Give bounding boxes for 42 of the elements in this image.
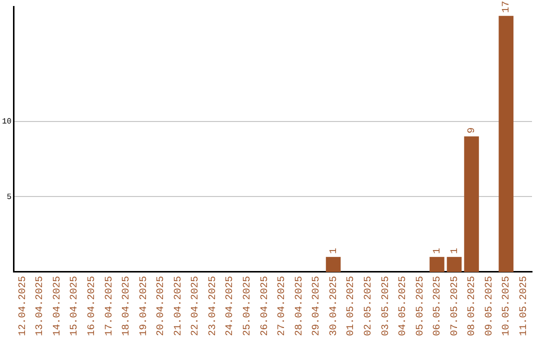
x-tick-label: 20.04.2025 bbox=[156, 276, 168, 336]
x-tick-label: 01.05.2025 bbox=[346, 276, 358, 336]
x-tick-label: 05.05.2025 bbox=[415, 276, 426, 336]
x-tick-label: 04.05.2025 bbox=[398, 276, 410, 336]
x-tick-label: 18.04.2025 bbox=[122, 276, 133, 336]
x-tick-label: 16.04.2025 bbox=[87, 276, 98, 336]
bar bbox=[430, 256, 444, 272]
x-tick-label: 29.04.2025 bbox=[312, 276, 323, 336]
bar bbox=[446, 256, 462, 272]
data-label: 17 bbox=[502, 0, 513, 13]
bar bbox=[326, 256, 341, 272]
x-tick-label: 30.04.2025 bbox=[328, 276, 340, 336]
x-tick-label: 03.05.2025 bbox=[380, 276, 392, 336]
x-tick-label: 17.04.2025 bbox=[104, 276, 116, 336]
x-tick-label: 14.04.2025 bbox=[52, 276, 64, 336]
x-tick-label: 21.04.2025 bbox=[173, 276, 184, 336]
bar bbox=[464, 136, 479, 272]
x-tick-label: 13.04.2025 bbox=[35, 276, 46, 336]
x-tick-label: 22.04.2025 bbox=[190, 276, 202, 336]
x-tick-label: 26.04.2025 bbox=[260, 276, 271, 336]
x-tick-label: 08.05.2025 bbox=[467, 276, 478, 336]
x-tick-label: 15.04.2025 bbox=[70, 276, 81, 336]
x-tick-label: 09.05.2025 bbox=[484, 276, 496, 336]
x-tick-label: 02.05.2025 bbox=[363, 276, 374, 336]
data-label: 9 bbox=[467, 127, 478, 134]
data-label: 1 bbox=[328, 248, 340, 254]
x-tick-label: 24.04.2025 bbox=[225, 276, 236, 336]
x-tick-label: 23.04.2025 bbox=[208, 276, 219, 336]
y-tick-label: 10 bbox=[2, 117, 12, 126]
x-tick-label: 27.04.2025 bbox=[277, 276, 288, 336]
x-tick-label: 10.05.2025 bbox=[502, 276, 513, 336]
y-tick-label: 5 bbox=[6, 192, 12, 202]
bar bbox=[498, 16, 514, 272]
x-tick-label: 28.04.2025 bbox=[294, 276, 306, 336]
x-tick-label: 11.05.2025 bbox=[519, 276, 530, 336]
x-tick-label: 07.05.2025 bbox=[450, 276, 461, 336]
data-label: 1 bbox=[432, 248, 444, 254]
x-tick-label: 06.05.2025 bbox=[432, 276, 444, 336]
x-tick-label: 12.04.2025 bbox=[18, 276, 29, 336]
data-label: 1 bbox=[450, 248, 461, 254]
x-tick-label: 25.04.2025 bbox=[242, 276, 254, 336]
x-tick-label: 19.04.2025 bbox=[138, 276, 150, 336]
